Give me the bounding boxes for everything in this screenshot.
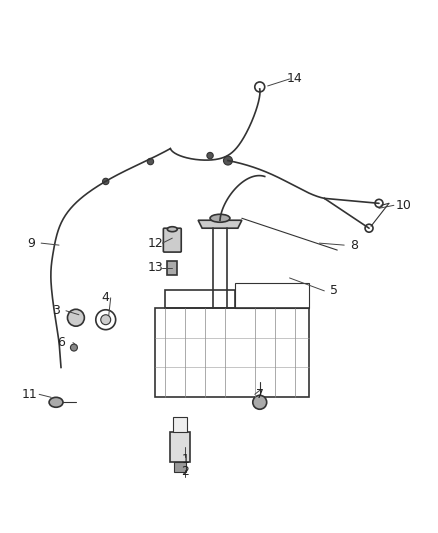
Circle shape [67,309,85,326]
Text: 7: 7 [256,388,264,401]
Polygon shape [173,417,187,432]
Ellipse shape [210,214,230,222]
Circle shape [253,395,267,409]
FancyBboxPatch shape [174,462,186,472]
Circle shape [147,158,154,165]
FancyBboxPatch shape [167,261,177,275]
Text: 10: 10 [396,199,412,212]
Polygon shape [170,432,190,462]
Text: 14: 14 [286,72,302,85]
Text: 3: 3 [52,304,60,317]
FancyBboxPatch shape [163,228,181,252]
Text: 11: 11 [21,388,37,401]
Text: 2: 2 [181,465,189,479]
Text: 12: 12 [148,237,163,249]
Text: 5: 5 [330,285,338,297]
Text: 9: 9 [27,237,35,249]
Ellipse shape [167,227,177,232]
Text: 4: 4 [102,292,110,304]
Circle shape [101,315,111,325]
Circle shape [102,178,109,184]
Circle shape [71,344,78,351]
Text: 1: 1 [181,454,189,466]
Text: 13: 13 [148,262,163,274]
Text: 6: 6 [57,336,65,349]
Text: 8: 8 [350,239,358,252]
Circle shape [223,156,233,165]
Circle shape [207,152,213,159]
Polygon shape [198,220,242,228]
Ellipse shape [49,397,63,407]
